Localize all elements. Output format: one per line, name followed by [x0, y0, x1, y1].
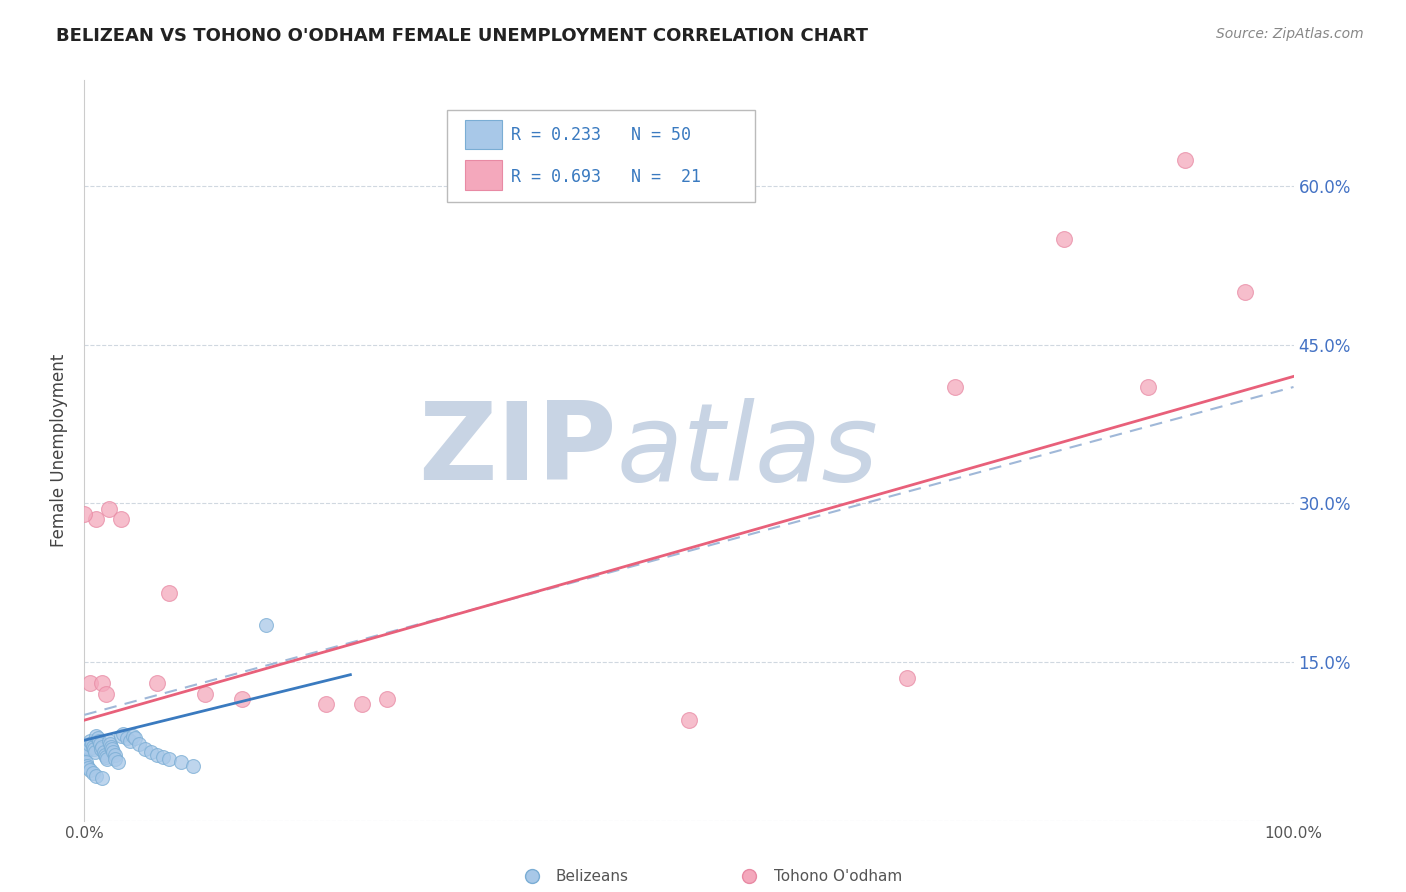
Point: [91, 739, 114, 754]
Text: ZIP: ZIP: [418, 398, 616, 503]
Point: [1137, 380, 1160, 394]
Point: [157, 752, 180, 766]
Point: [315, 698, 337, 712]
Point: [352, 698, 374, 712]
Text: Source: ZipAtlas.com: Source: ZipAtlas.com: [1216, 27, 1364, 41]
Point: [80, 736, 103, 750]
Point: [75, 756, 97, 770]
Point: [94, 687, 117, 701]
Point: [231, 692, 253, 706]
Point: [121, 729, 143, 743]
Point: [97, 501, 120, 516]
Point: [86, 731, 108, 746]
Point: [896, 671, 918, 685]
Point: [943, 380, 966, 394]
Point: [89, 738, 111, 752]
Point: [100, 739, 122, 754]
Point: [79, 734, 101, 748]
Point: [86, 512, 108, 526]
Point: [76, 758, 98, 772]
Point: [87, 734, 110, 748]
Point: [82, 739, 104, 754]
Point: [91, 772, 114, 786]
Point: [73, 750, 96, 764]
Point: [134, 741, 156, 756]
Point: [146, 676, 169, 690]
Point: [152, 750, 174, 764]
Text: Belizeans: Belizeans: [555, 869, 628, 884]
Text: R = 0.693   N =  21: R = 0.693 N = 21: [512, 169, 702, 186]
FancyBboxPatch shape: [465, 120, 502, 149]
Point: [1174, 153, 1197, 167]
Text: atlas: atlas: [616, 398, 879, 503]
Point: [146, 747, 169, 762]
Point: [79, 763, 101, 777]
Point: [1234, 285, 1257, 299]
Point: [254, 618, 277, 632]
Point: [86, 729, 108, 743]
Point: [104, 747, 127, 762]
Point: [75, 745, 97, 759]
Point: [110, 512, 132, 526]
Point: [77, 761, 100, 775]
Point: [93, 745, 115, 759]
Text: Tohono O'odham: Tohono O'odham: [773, 869, 901, 884]
Point: [1053, 232, 1076, 246]
Point: [101, 741, 124, 756]
Point: [84, 745, 107, 759]
Point: [79, 676, 101, 690]
Point: [128, 738, 150, 752]
Point: [86, 769, 108, 783]
Y-axis label: Female Unemployment: Female Unemployment: [51, 354, 69, 547]
Point: [94, 750, 117, 764]
Point: [96, 752, 118, 766]
Point: [77, 738, 100, 752]
Point: [115, 731, 138, 746]
Point: [104, 752, 127, 766]
Point: [103, 745, 125, 759]
Point: [120, 734, 142, 748]
Point: [73, 507, 96, 521]
Text: BELIZEAN VS TOHONO O'ODHAM FEMALE UNEMPLOYMENT CORRELATION CHART: BELIZEAN VS TOHONO O'ODHAM FEMALE UNEMPL…: [56, 27, 869, 45]
Point: [91, 676, 114, 690]
Point: [77, 741, 100, 756]
Point: [98, 738, 121, 752]
Point: [139, 745, 162, 759]
Point: [170, 756, 193, 770]
Point: [112, 727, 135, 741]
Point: [110, 729, 132, 743]
Point: [157, 586, 180, 600]
Point: [194, 687, 217, 701]
Point: [97, 734, 120, 748]
Point: [94, 747, 117, 762]
Point: [107, 756, 129, 770]
Point: [678, 713, 700, 727]
Point: [76, 739, 98, 754]
Text: R = 0.233   N = 50: R = 0.233 N = 50: [512, 126, 692, 144]
Point: [375, 692, 398, 706]
FancyBboxPatch shape: [465, 161, 502, 190]
Point: [181, 758, 204, 772]
Point: [124, 731, 146, 746]
Point: [83, 741, 105, 756]
Point: [90, 741, 112, 756]
Point: [82, 766, 104, 780]
FancyBboxPatch shape: [447, 110, 755, 202]
